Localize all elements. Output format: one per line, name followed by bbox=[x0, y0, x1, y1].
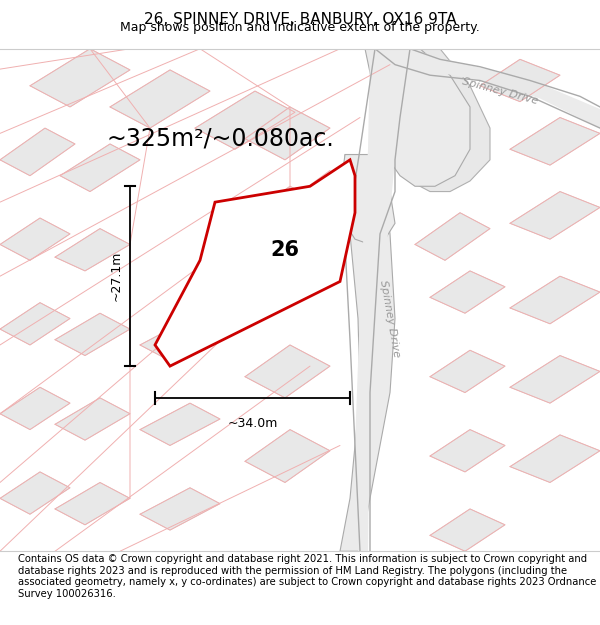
Polygon shape bbox=[245, 429, 330, 483]
Polygon shape bbox=[340, 154, 395, 244]
Polygon shape bbox=[0, 218, 70, 261]
Text: Spinney Drive: Spinney Drive bbox=[378, 279, 402, 358]
Polygon shape bbox=[430, 429, 505, 472]
Polygon shape bbox=[340, 154, 395, 551]
Polygon shape bbox=[355, 49, 408, 551]
Polygon shape bbox=[60, 144, 140, 192]
Polygon shape bbox=[55, 398, 130, 440]
Polygon shape bbox=[0, 388, 70, 429]
Polygon shape bbox=[55, 229, 130, 271]
Polygon shape bbox=[55, 482, 130, 525]
Polygon shape bbox=[430, 350, 505, 392]
Polygon shape bbox=[510, 276, 600, 324]
Polygon shape bbox=[430, 271, 505, 313]
Polygon shape bbox=[415, 213, 490, 261]
Polygon shape bbox=[375, 49, 600, 128]
Polygon shape bbox=[510, 356, 600, 403]
Polygon shape bbox=[0, 302, 70, 345]
Polygon shape bbox=[140, 488, 220, 530]
Text: ~34.0m: ~34.0m bbox=[227, 417, 278, 430]
Polygon shape bbox=[480, 59, 560, 102]
Polygon shape bbox=[245, 107, 330, 160]
Polygon shape bbox=[140, 403, 220, 446]
Polygon shape bbox=[245, 186, 330, 239]
Polygon shape bbox=[110, 70, 210, 128]
Polygon shape bbox=[355, 49, 470, 186]
Text: ~27.1m: ~27.1m bbox=[110, 251, 122, 301]
Polygon shape bbox=[140, 319, 220, 361]
Polygon shape bbox=[430, 509, 505, 551]
Polygon shape bbox=[510, 435, 600, 482]
Polygon shape bbox=[0, 128, 75, 176]
Polygon shape bbox=[30, 49, 130, 107]
Polygon shape bbox=[155, 160, 355, 366]
Text: Map shows position and indicative extent of the property.: Map shows position and indicative extent… bbox=[120, 21, 480, 34]
Polygon shape bbox=[195, 91, 295, 149]
Polygon shape bbox=[510, 118, 600, 165]
Text: Contains OS data © Crown copyright and database right 2021. This information is : Contains OS data © Crown copyright and d… bbox=[18, 554, 596, 599]
Polygon shape bbox=[385, 49, 490, 192]
Polygon shape bbox=[510, 192, 600, 239]
Text: 26, SPINNEY DRIVE, BANBURY, OX16 9TA: 26, SPINNEY DRIVE, BANBURY, OX16 9TA bbox=[144, 12, 456, 27]
Text: 26: 26 bbox=[271, 240, 299, 260]
Text: ~325m²/~0.080ac.: ~325m²/~0.080ac. bbox=[106, 127, 334, 151]
Polygon shape bbox=[0, 472, 70, 514]
Polygon shape bbox=[245, 345, 330, 398]
Text: Spinney Drive: Spinney Drive bbox=[461, 76, 539, 106]
Polygon shape bbox=[55, 313, 130, 356]
